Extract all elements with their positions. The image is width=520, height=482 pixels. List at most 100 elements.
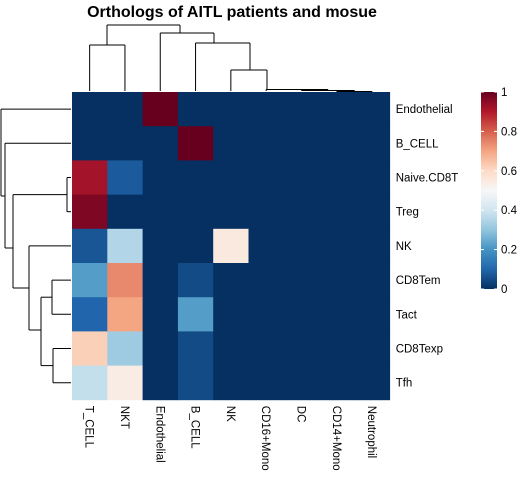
heatmap-cell [213, 297, 249, 332]
heatmap-cell [248, 92, 285, 127]
heatmap-cell [107, 92, 143, 127]
heatmap-cell [142, 92, 179, 127]
heatmap-cell [72, 92, 108, 127]
row-label: Naive.CD8T [396, 173, 459, 185]
legend-tick-label: 0.4 [501, 205, 518, 217]
row-labels: Endothelial B_CELL Naive.CD8T Treg NK CD8Tem T… [396, 104, 459, 390]
heatmap-cell [142, 126, 179, 161]
heatmap-cell [248, 263, 285, 298]
heatmap-cell [319, 194, 355, 230]
column-label: CD14+Mono [330, 406, 342, 471]
heatmap-cell [354, 263, 391, 298]
heatmap-cell [283, 228, 320, 264]
heatmap-cell [213, 263, 249, 298]
heatmap-cell [213, 126, 249, 161]
heatmap-cell [177, 194, 214, 230]
heatmap-cell [319, 297, 355, 332]
heatmap-cell [177, 92, 214, 127]
heatmap-cell [248, 331, 285, 366]
heatmap-cell [248, 126, 285, 161]
heatmap-cell [354, 194, 391, 230]
heatmap-cell [283, 331, 320, 366]
heatmap-cell [354, 160, 391, 195]
heatmap-cell [248, 194, 285, 230]
column-dendrogram [89, 24, 373, 92]
heatmap-cell [354, 331, 391, 366]
row-dendrogram [0, 108, 71, 384]
color-legend: 0 0.2 0.4 0.6 0.8 1 [481, 87, 518, 296]
heatmap-cell [177, 263, 214, 298]
heatmap-cell [354, 365, 391, 401]
heatmap-cell [283, 365, 320, 401]
legend-tick-label: 0.8 [501, 126, 517, 138]
column-label: NKT [118, 406, 130, 429]
heatmap-cell [177, 331, 214, 366]
heatmap-cell [354, 126, 391, 161]
heatmap-cell [283, 160, 320, 195]
heatmap-cell [177, 126, 214, 161]
column-label: Endothelial [153, 406, 165, 463]
heatmap-cell [319, 228, 355, 264]
row-label: Treg [396, 207, 419, 219]
heatmap-cell [354, 297, 391, 332]
row-label: NK [396, 241, 412, 253]
heatmap-cell [213, 92, 249, 127]
heatmap-cell [72, 194, 108, 230]
heatmap-cell [213, 194, 249, 230]
heatmap-cell [213, 160, 249, 195]
legend-tick-label: 0.2 [501, 245, 517, 257]
heatmap-cell [107, 194, 143, 230]
row-label: Tfh [396, 378, 413, 390]
column-label: DC [294, 406, 306, 423]
heatmap-cell [283, 297, 320, 332]
heatmap-cell [319, 365, 355, 401]
row-label: Endothelial [396, 104, 453, 116]
heatmap-cell [72, 297, 108, 332]
legend-colorbar [481, 92, 497, 289]
heatmap-cell [142, 297, 179, 332]
chart-title: Orthologs of AITL patients and mosue [87, 4, 377, 21]
column-label: CD16+Mono [259, 406, 271, 471]
column-label: Neutrophil [365, 406, 377, 458]
column-labels: T_CELL NKT Endothelial B_CELL NK CD16+Mono DC C… [83, 406, 377, 471]
heatmap-cell [142, 194, 179, 230]
heatmap-cell [319, 92, 355, 127]
legend-tick-label: 0 [501, 284, 507, 296]
heatmap-cells [72, 92, 391, 401]
heatmap-cell [283, 126, 320, 161]
legend-tick-label: 0.6 [501, 166, 517, 178]
heatmap-cell [354, 228, 391, 264]
heatmap-cell [107, 263, 143, 298]
heatmap-cell [72, 331, 108, 366]
column-label: B_CELL [189, 406, 201, 449]
heatmap-cell [72, 263, 108, 298]
heatmap-cell [248, 228, 285, 264]
heatmap-cell [107, 365, 143, 401]
heatmap-cell [319, 126, 355, 161]
column-label: NK [224, 406, 236, 422]
heatmap-cell [107, 228, 143, 264]
heatmap-cell [107, 331, 143, 366]
heatmap-cell [107, 297, 143, 332]
heatmap-cell [107, 160, 143, 195]
heatmap-cell [177, 228, 214, 264]
heatmap-cell [283, 194, 320, 230]
row-label: CD8Texp [396, 344, 443, 356]
heatmap-cell [248, 297, 285, 332]
heatmap-cell [142, 331, 179, 366]
row-label: B_CELL [396, 138, 439, 150]
heatmap-cell [283, 263, 320, 298]
legend-tick-label: 1 [501, 87, 507, 99]
heatmap-cell [283, 92, 320, 127]
heatmap-cell [213, 331, 249, 366]
heatmap-cell [213, 228, 249, 264]
heatmap-cell [107, 126, 143, 161]
heatmap-cell [319, 331, 355, 366]
heatmap-cell [72, 126, 108, 161]
heatmap-cell [177, 160, 214, 195]
heatmap-cell [142, 263, 179, 298]
heatmap-cell [319, 263, 355, 298]
heatmap-cell [213, 365, 249, 401]
heatmap-cell [177, 297, 214, 332]
